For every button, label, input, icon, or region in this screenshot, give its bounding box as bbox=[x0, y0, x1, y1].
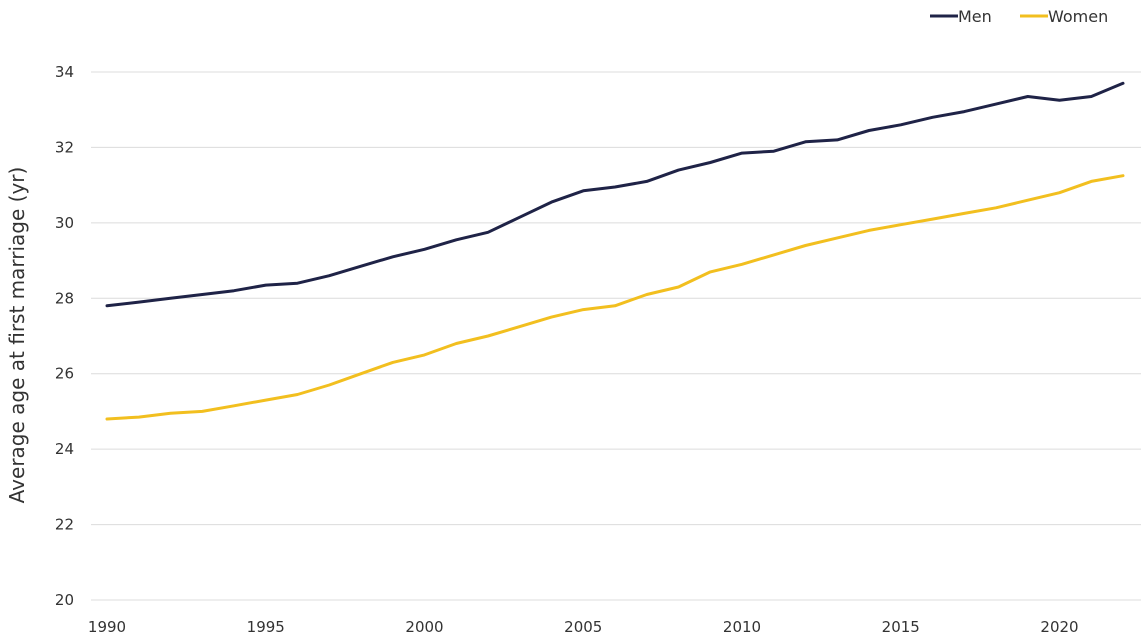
x-tick-label: 2000 bbox=[405, 618, 443, 636]
series-line-men bbox=[105, 81, 1125, 308]
y-tick-label: 34 bbox=[55, 63, 74, 81]
y-tick-label: 32 bbox=[55, 138, 74, 156]
x-axis-ticks: 1990 1995 2000 2005 2010 2015 2020 bbox=[88, 618, 1079, 636]
x-tick-label: 2005 bbox=[564, 618, 602, 636]
y-tick-label: 26 bbox=[55, 365, 74, 383]
y-axis-ticks: 20 22 24 26 28 30 32 34 bbox=[55, 63, 74, 609]
y-tick-label: 24 bbox=[55, 440, 74, 458]
legend-label-women: Women bbox=[1048, 7, 1108, 26]
gridlines bbox=[91, 71, 1141, 601]
y-tick-label: 30 bbox=[55, 214, 74, 232]
x-tick-label: 2020 bbox=[1040, 618, 1078, 636]
y-tick-label: 22 bbox=[55, 516, 74, 534]
x-tick-label: 2010 bbox=[723, 618, 761, 636]
y-tick-label: 20 bbox=[55, 591, 74, 609]
series-line-women bbox=[105, 174, 1125, 421]
y-axis-title: Average age at first marriage (yr) bbox=[5, 167, 29, 504]
x-tick-label: 1990 bbox=[88, 618, 126, 636]
x-tick-label: 1995 bbox=[247, 618, 285, 636]
y-tick-label: 28 bbox=[55, 289, 74, 307]
legend: Men Women bbox=[930, 7, 1108, 26]
legend-label-men: Men bbox=[958, 7, 992, 26]
x-tick-label: 2015 bbox=[882, 618, 920, 636]
series-lines bbox=[105, 81, 1125, 421]
